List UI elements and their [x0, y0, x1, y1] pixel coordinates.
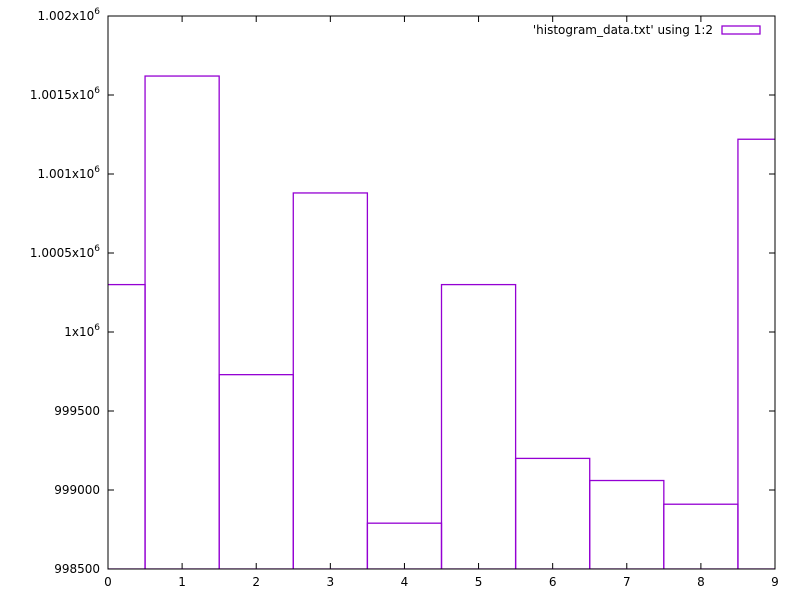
- y-tick-label: 998500: [54, 562, 100, 576]
- legend-label: 'histogram_data.txt' using 1:2: [533, 23, 713, 37]
- x-tick-label: 4: [401, 575, 409, 589]
- legend: 'histogram_data.txt' using 1:2: [533, 23, 761, 37]
- x-tick-label: 0: [104, 575, 112, 589]
- plot-frame: [107, 15, 776, 570]
- x-tick-label: 2: [252, 575, 260, 589]
- x-tick-label: 6: [549, 575, 557, 589]
- x-tick-label: 1: [178, 575, 186, 589]
- bar: [292, 192, 369, 569]
- y-tick-label: 999000: [54, 483, 100, 497]
- bar: [366, 522, 443, 569]
- bars: [108, 75, 775, 569]
- bar: [663, 503, 739, 569]
- y-tick-labels: 998500 999000 999500 1x106 1.0005x106 1.001x1…: [30, 7, 100, 576]
- bar: [589, 479, 665, 569]
- x-tick-label: 5: [475, 575, 483, 589]
- legend-swatch: [721, 25, 761, 35]
- axis-ticks: [107, 15, 776, 570]
- bar: [440, 283, 517, 569]
- bar: [514, 457, 591, 569]
- x-tick-label: 3: [327, 575, 335, 589]
- bar: [737, 138, 775, 569]
- y-tick-label: 1.0015x106: [30, 86, 100, 102]
- y-tick-label: 1.001x106: [38, 165, 101, 181]
- x-tick-label: 7: [623, 575, 631, 589]
- y-tick-label: 1.0005x106: [30, 244, 100, 260]
- x-tick-labels: 0 1 2 3 4 5 6 7 8 9: [104, 575, 779, 589]
- y-tick-label: 999500: [54, 404, 100, 418]
- x-tick-label: 9: [771, 575, 779, 589]
- bar: [144, 75, 220, 569]
- y-tick-label: 1x106: [64, 323, 100, 339]
- y-tick-label: 1.002x106: [38, 7, 101, 23]
- x-tick-label: 8: [697, 575, 705, 589]
- bar: [218, 374, 294, 569]
